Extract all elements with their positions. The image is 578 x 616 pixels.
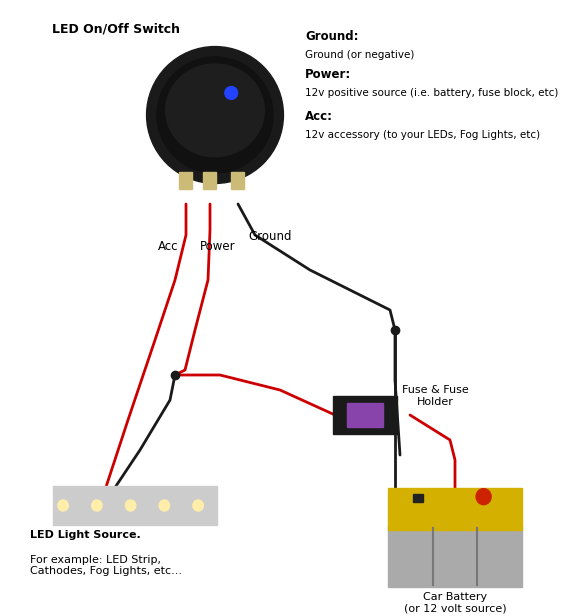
Ellipse shape: [166, 64, 264, 156]
Text: Car Battery
(or 12 volt source): Car Battery (or 12 volt source): [403, 592, 506, 614]
Text: Ground (or negative): Ground (or negative): [305, 50, 414, 60]
Ellipse shape: [147, 47, 283, 184]
Circle shape: [159, 500, 169, 511]
Circle shape: [58, 500, 68, 511]
Circle shape: [92, 500, 102, 511]
Text: LED On/Off Switch: LED On/Off Switch: [52, 22, 180, 35]
Text: 12v positive source (i.e. battery, fuse block, etc): 12v positive source (i.e. battery, fuse …: [305, 87, 558, 98]
Text: Ground:: Ground:: [305, 30, 358, 43]
Text: Power:: Power:: [305, 68, 351, 81]
Ellipse shape: [157, 57, 273, 173]
FancyBboxPatch shape: [179, 172, 192, 190]
Text: Acc: Acc: [158, 240, 179, 253]
FancyBboxPatch shape: [231, 172, 244, 190]
Text: For example: LED Strip,
Cathodes, Fog Lights, etc...: For example: LED Strip, Cathodes, Fog Li…: [30, 554, 182, 576]
Circle shape: [193, 500, 203, 511]
Text: Power: Power: [200, 240, 236, 253]
FancyBboxPatch shape: [203, 172, 216, 190]
Ellipse shape: [225, 87, 238, 99]
FancyBboxPatch shape: [53, 486, 217, 525]
Circle shape: [476, 488, 491, 505]
FancyBboxPatch shape: [347, 403, 383, 428]
Text: LED Light Source.: LED Light Source.: [30, 530, 141, 540]
FancyBboxPatch shape: [413, 494, 423, 503]
Text: Fuse & Fuse
Holder: Fuse & Fuse Holder: [402, 385, 468, 407]
Text: Acc:: Acc:: [305, 110, 333, 123]
Circle shape: [125, 500, 136, 511]
FancyBboxPatch shape: [334, 395, 397, 434]
FancyBboxPatch shape: [388, 526, 522, 587]
Text: 12v accessory (to your LEDs, Fog Lights, etc): 12v accessory (to your LEDs, Fog Lights,…: [305, 130, 540, 140]
FancyBboxPatch shape: [388, 488, 522, 530]
Text: Ground: Ground: [248, 230, 291, 243]
